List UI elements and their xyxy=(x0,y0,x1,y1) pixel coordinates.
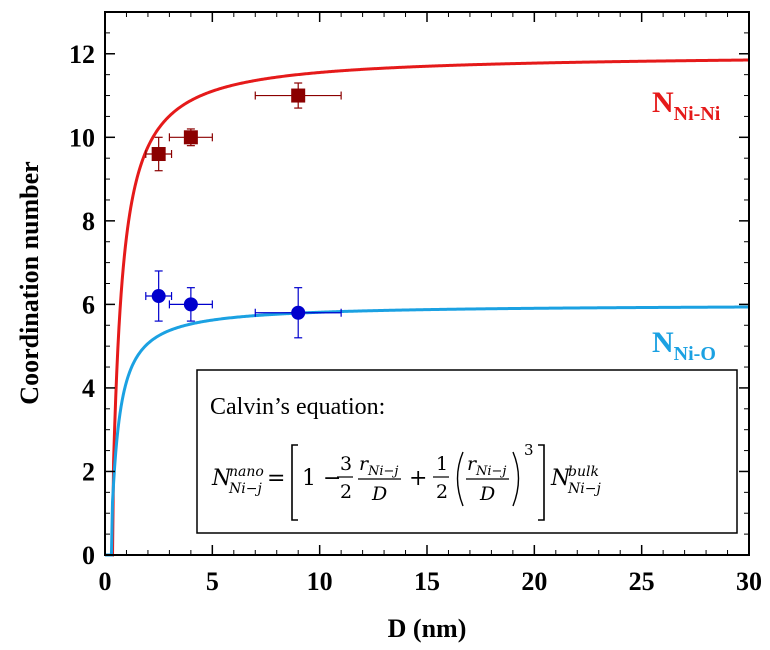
y-axis-title: Coordination number xyxy=(15,161,44,404)
calvin-equation: N nano Ni−j = 1 − 3 2 r Ni−j D + 1 2 r N… xyxy=(211,441,601,521)
x-tick-label: 5 xyxy=(206,567,219,596)
curve-label-ni-ni: NNi-Ni xyxy=(652,86,721,125)
model-curves xyxy=(105,58,750,557)
y-tick-label: 10 xyxy=(69,123,95,152)
ni-ni-curve xyxy=(105,58,750,557)
svg-text:Ni−j: Ni−j xyxy=(567,481,601,497)
curve-label-ni-o: NNi-O xyxy=(652,326,716,365)
x-tick-label: 0 xyxy=(99,567,112,596)
equation-title: Calvin’s equation: xyxy=(210,394,385,420)
svg-text:=: = xyxy=(267,466,285,491)
svg-text:N: N xyxy=(550,466,571,491)
svg-text:D: D xyxy=(479,483,495,505)
svg-text:D: D xyxy=(371,483,387,505)
data-points xyxy=(145,82,342,339)
svg-text:r: r xyxy=(467,453,478,475)
x-tick-label: 25 xyxy=(629,567,655,596)
equation-box: Calvin’s equation: N nano Ni−j = 1 − 3 2… xyxy=(196,369,738,534)
circle-marker xyxy=(291,305,306,320)
svg-text:2: 2 xyxy=(436,481,448,503)
ni-ni-point xyxy=(168,128,213,147)
curve-label-ni-o-sub: Ni-O xyxy=(674,343,716,365)
svg-text:1 −: 1 − xyxy=(302,466,341,491)
ni-o-curve xyxy=(105,305,750,557)
curve-label-ni-ni-main: N xyxy=(652,86,674,119)
y-tick-label: 6 xyxy=(82,290,95,319)
svg-text:bulk: bulk xyxy=(568,464,599,480)
x-tick-label: 30 xyxy=(736,567,762,596)
ni-o-point xyxy=(168,287,213,322)
y-tick-label: 8 xyxy=(82,207,95,236)
svg-text:r: r xyxy=(359,453,370,475)
svg-text:1: 1 xyxy=(436,453,448,475)
y-tick-label: 4 xyxy=(82,374,95,403)
y-tick-label: 0 xyxy=(82,541,95,570)
ni-ni-point xyxy=(145,136,173,172)
svg-text:nano: nano xyxy=(229,464,264,480)
x-tick-label: 20 xyxy=(521,567,547,596)
square-marker xyxy=(291,88,306,103)
ni-ni-point xyxy=(254,82,342,109)
svg-text:2: 2 xyxy=(340,481,352,503)
square-marker xyxy=(151,147,166,162)
x-tick-label: 10 xyxy=(307,567,333,596)
svg-text:Ni−j: Ni−j xyxy=(228,481,262,497)
x-axis-title: D (nm) xyxy=(388,614,467,643)
svg-text:N: N xyxy=(211,466,232,491)
circle-marker xyxy=(151,289,166,304)
circle-marker xyxy=(183,297,198,312)
curve-label-ni-ni-sub: Ni-Ni xyxy=(674,103,721,125)
x-tick-label: 15 xyxy=(414,567,440,596)
svg-text:Ni−j: Ni−j xyxy=(367,464,398,479)
y-tick-label: 12 xyxy=(69,40,95,69)
ni-o-point xyxy=(145,270,173,322)
svg-text:Ni−j: Ni−j xyxy=(475,464,506,479)
curve-label-ni-o-main: N xyxy=(652,326,674,359)
svg-text:3: 3 xyxy=(340,453,352,475)
ni-o-point xyxy=(254,287,342,339)
svg-text:3: 3 xyxy=(524,441,534,459)
y-tick-label: 2 xyxy=(82,457,95,486)
svg-text:+: + xyxy=(409,466,427,491)
square-marker xyxy=(183,130,198,145)
